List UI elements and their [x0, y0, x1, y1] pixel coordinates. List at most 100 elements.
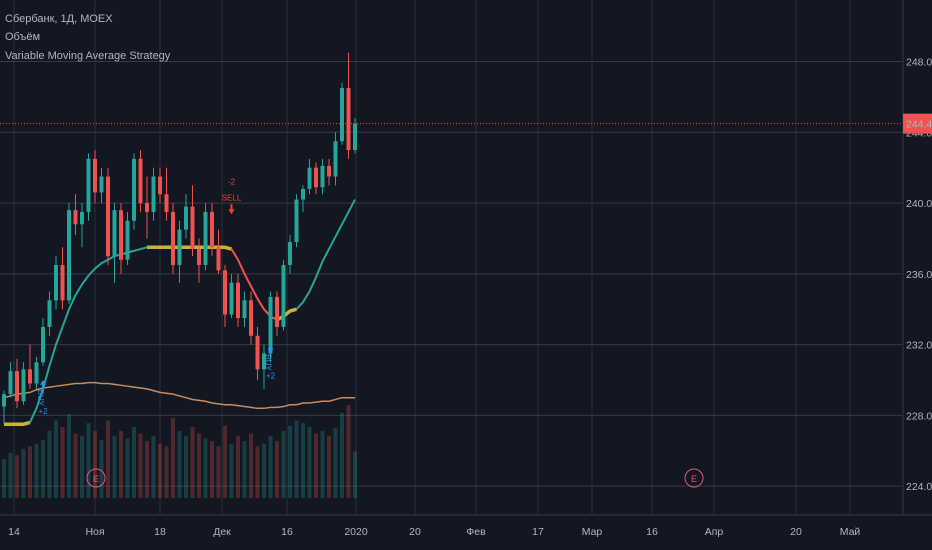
- candle-body: [236, 282, 240, 319]
- candle-body: [333, 141, 338, 177]
- volume-bar: [249, 433, 253, 498]
- candle-body: [67, 210, 71, 301]
- candle-body: [125, 220, 130, 260]
- candle-body: [307, 167, 312, 189]
- volume-bar: [106, 420, 110, 498]
- candle-body: [242, 300, 247, 319]
- candle-body: [8, 371, 13, 395]
- vma-line: [276, 307, 297, 322]
- volume-bar: [99, 439, 104, 498]
- volume-bar: [8, 452, 13, 498]
- last-price-badge: [903, 113, 932, 134]
- time-tick-label: 2020: [344, 526, 368, 538]
- candle-body: [158, 176, 162, 195]
- price-tick-label: 224.00: [906, 481, 932, 493]
- candle-body: [132, 158, 136, 221]
- candle-body: [340, 88, 344, 142]
- candle-body: [262, 353, 266, 370]
- candle-body: [28, 369, 32, 384]
- volume-bar: [197, 433, 201, 498]
- volume-bar: [353, 451, 357, 498]
- volume-bar: [80, 436, 84, 498]
- volume-bar: [275, 441, 279, 498]
- candle-body: [346, 88, 351, 150]
- volume-bar: [327, 436, 331, 498]
- volume-bar: [314, 433, 318, 498]
- volume-bar: [93, 430, 97, 498]
- volume-bar: [145, 441, 149, 498]
- volume-bar: [34, 443, 39, 498]
- candle-body: [80, 211, 84, 225]
- earnings-marker-label: E: [93, 474, 99, 484]
- volume-bar: [21, 448, 26, 498]
- candle-body: [255, 335, 260, 370]
- time-tick-label: Ноя: [85, 526, 104, 538]
- volume-legend[interactable]: Объём: [5, 31, 41, 43]
- volume-bar: [132, 426, 136, 498]
- volume-bar: [294, 420, 299, 498]
- volume-bar: [301, 423, 305, 498]
- candle-body: [93, 158, 97, 193]
- buy-signal-label: BUY: [36, 390, 45, 407]
- time-tick-label: Мар: [582, 526, 603, 538]
- price-tick-label: 232.00: [906, 340, 932, 352]
- time-axis: [0, 515, 932, 550]
- volume-bar: [177, 430, 182, 498]
- price-tick-label: 240.00: [906, 198, 932, 210]
- candle-body: [21, 369, 26, 402]
- candle-body: [99, 176, 104, 193]
- candle-body: [54, 265, 58, 301]
- candle-body: [138, 158, 143, 204]
- candle-body: [288, 242, 292, 265]
- buy-arrow-icon: [40, 379, 46, 390]
- last-price-label: 244.49: [906, 119, 932, 131]
- volume-bar: [216, 446, 221, 498]
- volume-bar: [242, 441, 247, 498]
- time-tick-label: Май: [840, 526, 861, 538]
- candle-body: [210, 211, 214, 248]
- volume-bar: [268, 436, 273, 498]
- volume-bar: [288, 425, 292, 498]
- volume-bar: [340, 412, 344, 498]
- candle-body: [268, 296, 273, 354]
- volume-bar: [255, 446, 260, 498]
- candle-body: [327, 165, 331, 177]
- candle-body: [184, 206, 188, 230]
- volume-bar: [73, 433, 78, 498]
- volume-bar: [60, 426, 65, 498]
- candle-body: [177, 229, 182, 265]
- candle-body: [203, 211, 208, 265]
- candle-body: [34, 362, 39, 384]
- candle-body: [281, 265, 286, 327]
- vma-line: [4, 420, 31, 426]
- volume-bar: [158, 443, 162, 498]
- earnings-marker-icon: E: [86, 468, 106, 488]
- buy-signal-label: BUY: [264, 354, 273, 371]
- sell-signal-qty: -2: [228, 177, 236, 186]
- volume-bar: [54, 420, 58, 498]
- price-tick-label: 228.00: [906, 410, 932, 422]
- time-tick-label: 20: [409, 526, 421, 538]
- symbol-legend[interactable]: Сбербанк, 1Д, MOEX: [5, 13, 113, 25]
- time-tick-label: 17: [532, 526, 544, 538]
- time-tick-label: Фев: [466, 526, 486, 538]
- candle-body: [112, 210, 117, 257]
- candle-body: [2, 394, 6, 407]
- candle-body: [190, 206, 195, 250]
- volume-bar: [229, 443, 234, 498]
- candle-body: [41, 326, 45, 363]
- volume-bar: [210, 441, 214, 498]
- strategy-legend[interactable]: Variable Moving Average Strategy: [5, 50, 171, 62]
- volume-bar: [41, 439, 45, 498]
- volume-bar: [346, 405, 351, 498]
- candle-body: [145, 203, 149, 212]
- sell-arrow-icon: [228, 204, 235, 215]
- volume-bar: [281, 430, 286, 498]
- volume-bar: [67, 414, 71, 498]
- candle-body: [229, 282, 234, 315]
- price-tick-label: 236.00: [906, 269, 932, 281]
- volume-bar: [2, 459, 6, 498]
